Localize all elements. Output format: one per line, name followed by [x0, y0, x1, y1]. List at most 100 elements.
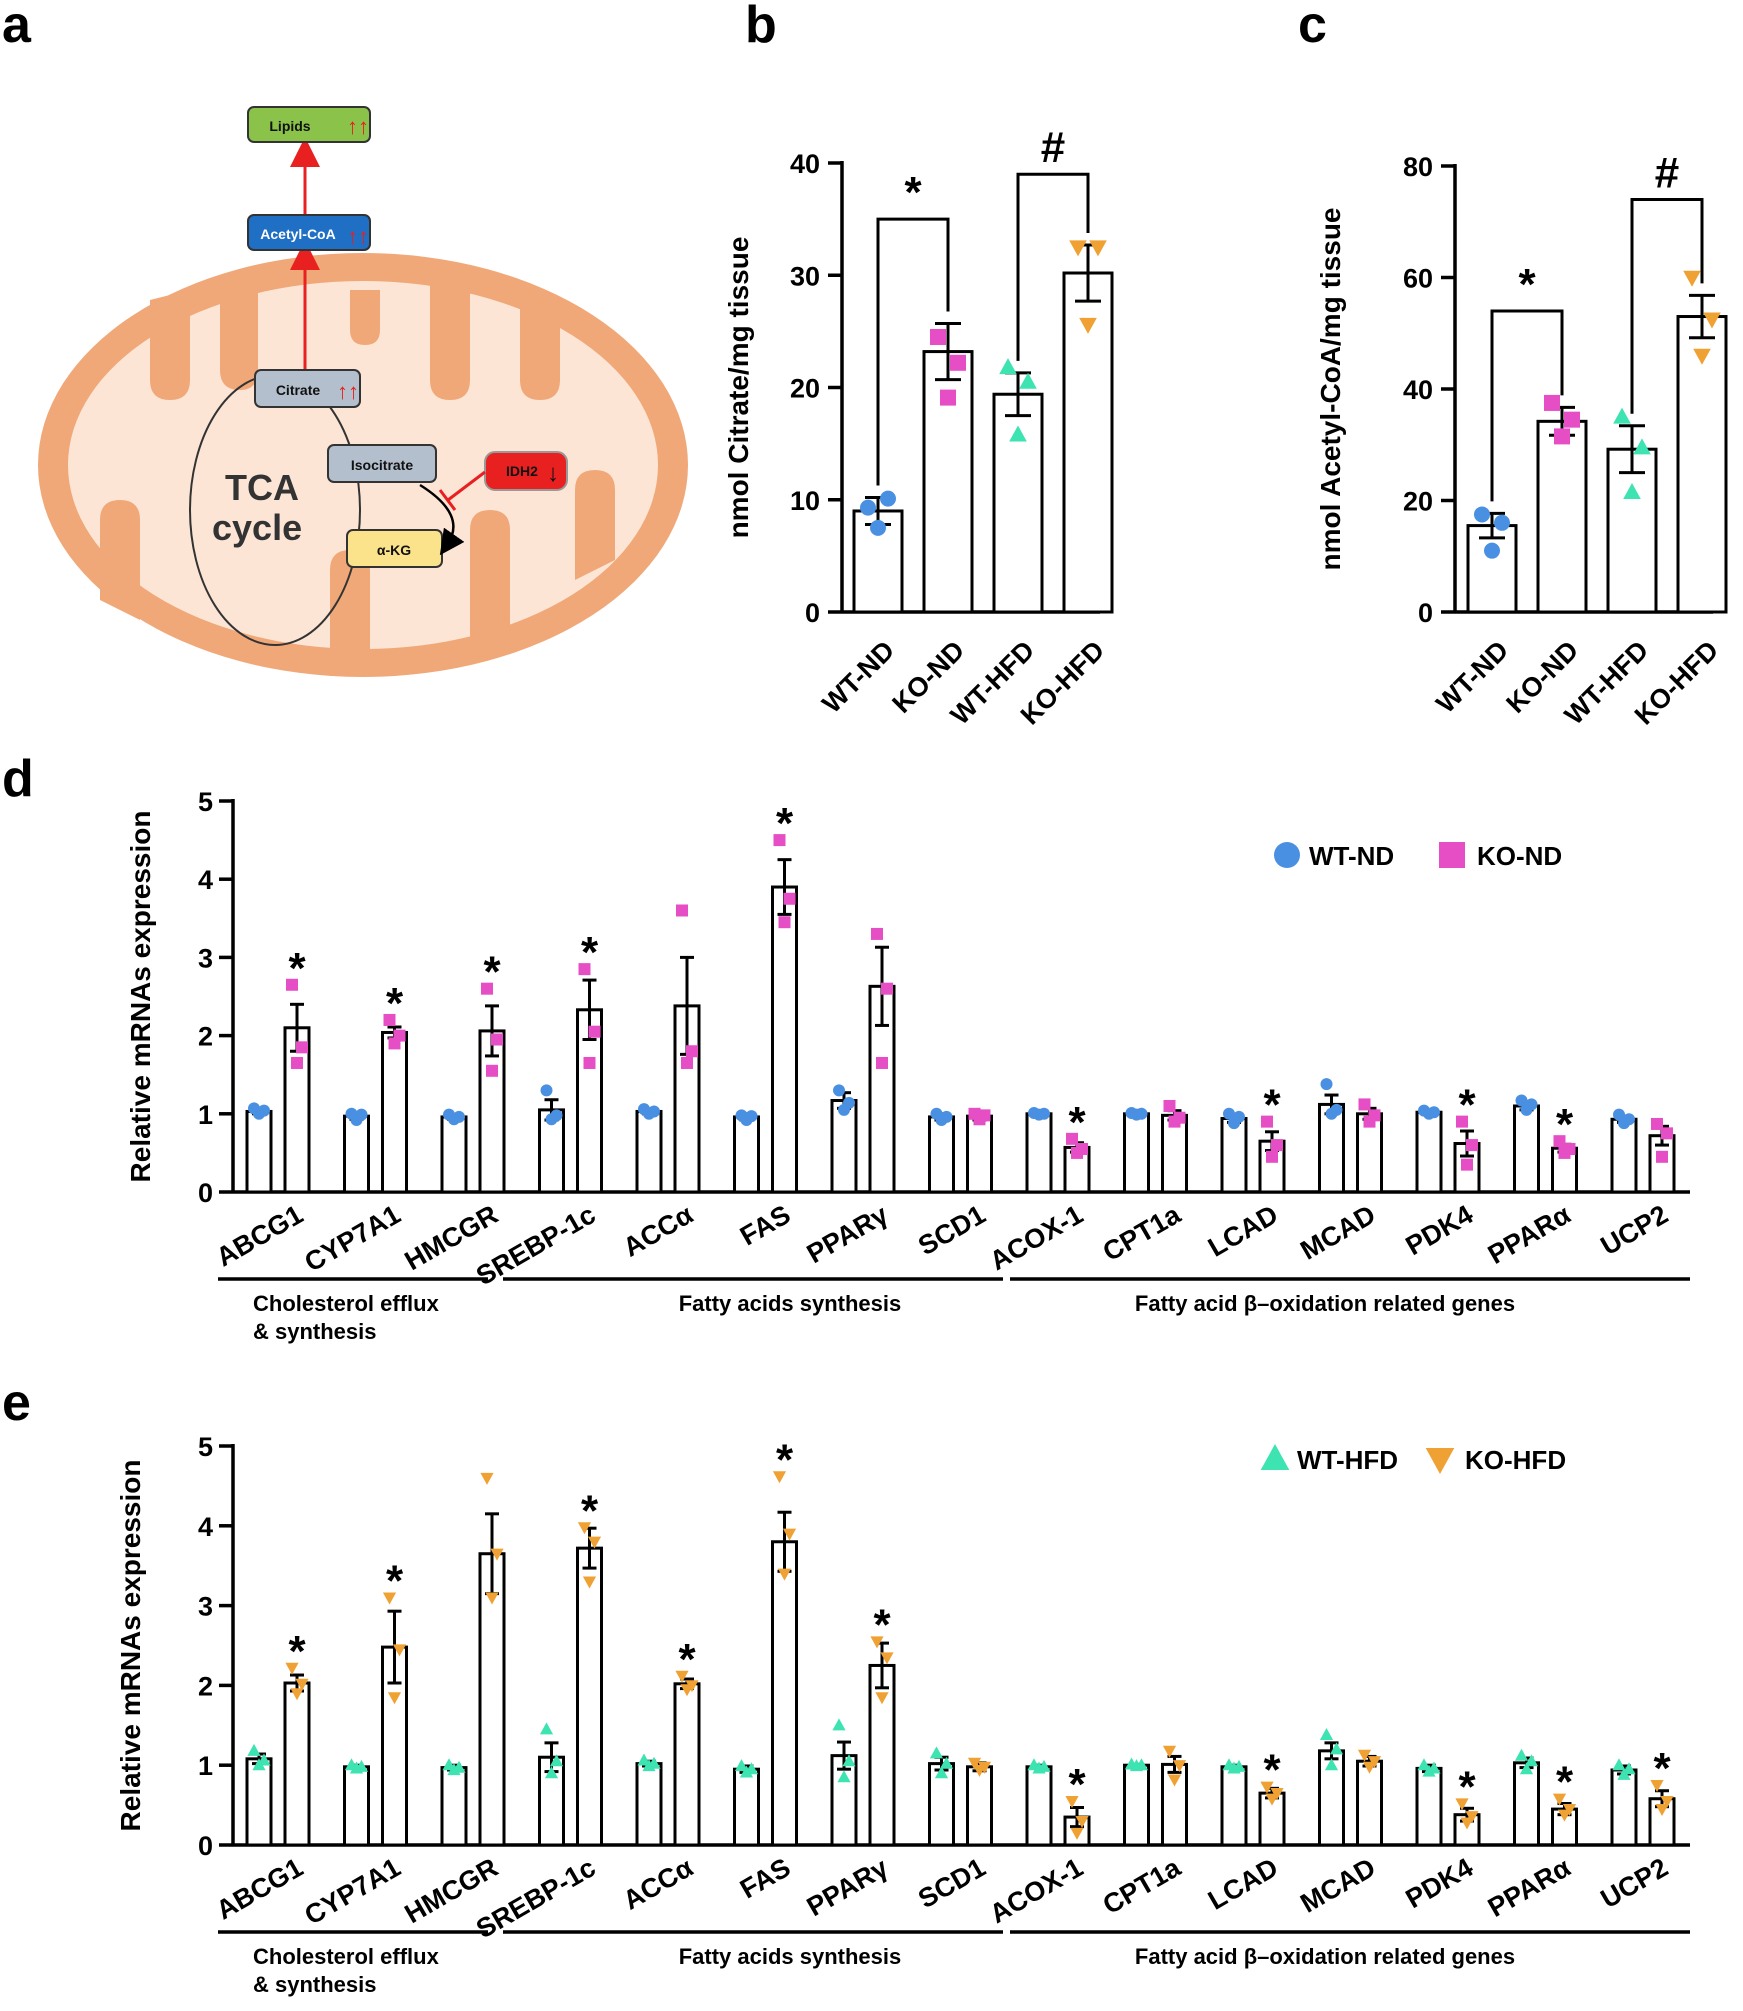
x-tick-label: ACCα [618, 1852, 698, 1916]
y-tick-label: 0 [198, 1178, 213, 1208]
data-point [1089, 240, 1107, 257]
group-label-cholesterol-line1: Cholesterol efflux [253, 1291, 440, 1316]
x-tick-label: WT-ND [816, 635, 900, 719]
data-point [1070, 1827, 1084, 1840]
data-point [388, 1037, 401, 1050]
data-point [1325, 1107, 1338, 1120]
y-tick-label: 3 [198, 1592, 213, 1622]
data-point [296, 1041, 308, 1054]
significance-marker: * [904, 168, 922, 217]
bar [673, 1682, 701, 1847]
acetyl-coa-up-marker: ↑↑ [347, 224, 369, 249]
data-point [930, 328, 946, 345]
data-point [577, 1522, 592, 1535]
significance-marker: * [386, 979, 404, 1028]
data-point [247, 1743, 261, 1756]
data-point [1484, 542, 1500, 559]
data-point [1260, 1781, 1274, 1794]
crista-top-4 [520, 300, 560, 400]
data-point [1362, 1761, 1377, 1774]
data-point [833, 1084, 845, 1097]
significance-marker: * [678, 1635, 696, 1684]
data-point [972, 1764, 987, 1777]
data-point [1079, 317, 1097, 334]
bar [1415, 1110, 1443, 1194]
y-tick-label: 10 [790, 486, 820, 516]
panel-label-a: a [2, 0, 32, 54]
significance-bracket [1490, 309, 1564, 502]
data-point [1358, 1098, 1371, 1111]
data-point [1075, 1815, 1089, 1828]
significance-marker: * [386, 1557, 404, 1606]
data-point [1033, 1108, 1045, 1121]
data-point [1520, 1103, 1533, 1116]
bar [576, 1546, 603, 1847]
y-axis-title: nmol Citrate/mg tissue [723, 237, 754, 539]
bar [1513, 1104, 1540, 1194]
panel-e-mrna-hfd-chart: e 0 1 2 3 4 5 Relative mRNAs expression * ABCG1 *… [2, 1374, 1690, 1997]
citrate-label: Citrate [276, 382, 321, 398]
tca-label-line2: cycle [212, 507, 302, 548]
bar [343, 1114, 370, 1194]
data-point [876, 1056, 888, 1069]
y-axis-title: Relative mRNAs expression [115, 1460, 146, 1832]
significance-marker: * [1518, 260, 1536, 309]
data-point [1329, 1742, 1344, 1755]
idh2-box: IDH2 ↓ [484, 451, 568, 491]
bar [381, 1030, 408, 1194]
crista-bottom-4 [575, 470, 615, 580]
bar [1513, 1761, 1540, 1847]
data-point [1617, 1767, 1631, 1780]
panel-d-mrna-nd-chart: d 0 1 2 3 4 5 Relative mRNAs expression * ABCG1 *… [2, 750, 1690, 1344]
y-tick-label: 30 [790, 261, 820, 291]
crista-top-3 [430, 284, 470, 400]
isocitrate-box: Isocitrate [327, 444, 437, 483]
data-point [676, 904, 688, 917]
data-point [1456, 1115, 1468, 1128]
data-point [1009, 425, 1027, 442]
data-point [1324, 1758, 1339, 1771]
group-label-cholesterol-line1: Cholesterol efflux [253, 1944, 440, 1969]
significance-bracket [876, 217, 950, 486]
bar [771, 1540, 798, 1847]
x-tick-label: CPT1a [1098, 1199, 1187, 1267]
idh2-label: IDH2 [506, 463, 538, 479]
data-point [587, 1536, 602, 1549]
data-point [881, 982, 893, 995]
data-point [481, 982, 493, 995]
y-tick-label: 2 [198, 1022, 213, 1052]
bar [440, 1766, 468, 1847]
data-point [675, 1670, 689, 1683]
data-point [1266, 1150, 1278, 1163]
significance-marker: * [483, 948, 501, 997]
y-axis-title: nmol Acetyl-CoA/mg tissue [1315, 207, 1346, 570]
panel-label-d: d [2, 750, 34, 808]
data-point [1357, 1749, 1372, 1762]
x-tick-label: CPT1a [1098, 1852, 1187, 1920]
bar [1161, 1113, 1188, 1194]
data-point [1261, 1115, 1273, 1128]
data-point [540, 1084, 553, 1097]
bar [478, 1029, 506, 1194]
x-tick-label: SCD1 [913, 1852, 990, 1914]
data-point [1228, 1117, 1240, 1130]
data-point [880, 490, 896, 507]
data-point [934, 1766, 949, 1779]
lipids-box: Lipids ↑↑ [247, 106, 371, 143]
x-tick-label: PDK4 [1401, 1852, 1478, 1914]
data-point [782, 1528, 797, 1541]
bar [1025, 1112, 1053, 1194]
data-point [1271, 1139, 1283, 1152]
data-point [349, 1761, 364, 1774]
data-point [490, 1548, 504, 1561]
data-point [1515, 1094, 1528, 1107]
data-point [290, 1688, 304, 1701]
bar [1123, 1112, 1150, 1194]
crista-top-2 [220, 282, 258, 390]
x-tick-label: ACCα [618, 1199, 698, 1263]
x-tick-label: PPARα [1483, 1199, 1576, 1270]
x-tick-label: CYP7A1 [300, 1852, 406, 1931]
data-point [1319, 1727, 1334, 1740]
y-tick-label: 1 [198, 1100, 213, 1130]
